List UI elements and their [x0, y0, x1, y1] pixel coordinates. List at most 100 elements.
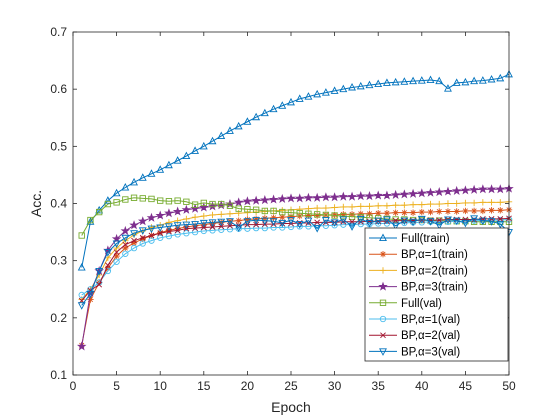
data-point: [164, 160, 173, 169]
data-point: [243, 117, 252, 125]
x-tick-label: 5: [113, 379, 120, 393]
data-point: [427, 200, 434, 208]
axes: 0 5 10 15 20 25 30 35 40 45 50 0.10.20.30.40.50.60…: [28, 25, 516, 415]
y-tick-label: 0.7: [50, 25, 67, 39]
data-point: [269, 218, 278, 226]
data-point: [270, 214, 277, 221]
data-point: [76, 341, 87, 351]
data-point: [444, 200, 452, 207]
data-point: [279, 220, 286, 227]
data-point: [242, 196, 253, 206]
data-point: [268, 194, 279, 204]
data-point: [122, 196, 129, 203]
data-point: [147, 169, 156, 177]
data-point: [226, 210, 234, 217]
data-point: [218, 219, 225, 226]
x-tick-label: 0: [70, 379, 77, 393]
data-point: [496, 73, 505, 82]
data-point: [166, 228, 172, 235]
data-point: [366, 203, 373, 210]
data-point: [129, 220, 139, 230]
data-point: [330, 86, 339, 94]
data-point: [391, 222, 400, 231]
data-point: [130, 230, 138, 238]
data-point: [260, 217, 269, 226]
data-point: [181, 204, 192, 214]
x-tick-label: 35: [372, 379, 386, 393]
data-point: [374, 217, 383, 226]
data-point: [313, 225, 322, 233]
data-point: [287, 217, 295, 225]
data-point: [418, 201, 425, 208]
data-point: [122, 244, 129, 252]
data-point: [172, 206, 183, 216]
data-point: [321, 217, 330, 225]
data-point: [251, 195, 261, 205]
legend-marker: [380, 332, 386, 339]
data-point: [339, 216, 348, 224]
data-point: [365, 80, 374, 89]
data-point: [392, 209, 399, 216]
data-point: [234, 224, 243, 232]
data-point: [252, 224, 260, 232]
data-point: [390, 189, 401, 199]
data-point: [409, 209, 417, 216]
legend-entry: BP,α=2(val): [401, 330, 460, 342]
data-point: [86, 290, 95, 299]
data-point: [365, 219, 374, 228]
data-point: [278, 219, 287, 228]
data-point: [95, 208, 103, 216]
data-point: [287, 97, 295, 106]
data-point: [139, 195, 146, 202]
data-point: [443, 186, 453, 196]
data-point: [470, 76, 479, 85]
data-point: [313, 212, 321, 219]
series-layer: [76, 69, 514, 351]
data-point: [348, 82, 356, 91]
data-point: [218, 200, 225, 208]
data-point: [331, 204, 338, 211]
y-axis-label: Acc.: [28, 190, 44, 217]
data-point: [279, 208, 286, 216]
data-point: [96, 281, 103, 288]
data-point: [156, 165, 165, 173]
data-point: [199, 202, 209, 212]
data-point: [165, 219, 173, 226]
data-point: [260, 195, 270, 205]
y-tick-label: 0.4: [50, 197, 67, 211]
data-point: [209, 211, 216, 219]
legend-box: [364, 227, 509, 362]
data-point: [348, 223, 356, 231]
data-point: [218, 223, 225, 230]
data-point: [409, 76, 418, 85]
data-point: [400, 77, 409, 85]
data-point: [436, 208, 443, 215]
data-point: [191, 214, 199, 221]
data-point: [182, 221, 191, 230]
data-point: [392, 216, 399, 223]
series-3: [78, 198, 513, 303]
data-point: [164, 223, 173, 231]
x-axis-ticks: 0 5 10 15 20 25 30 35 40 45 50: [70, 32, 516, 393]
data-point: [296, 210, 303, 217]
x-tick-label: 40: [415, 379, 429, 393]
data-point: [77, 263, 86, 271]
data-point: [139, 240, 146, 247]
data-point: [191, 228, 199, 236]
data-point: [373, 190, 383, 200]
data-point: [200, 212, 207, 220]
data-point: [146, 212, 157, 222]
data-point: [131, 237, 137, 244]
data-point: [478, 184, 488, 194]
data-point: [470, 199, 478, 207]
data-point: [469, 184, 479, 194]
x-tick-label: 10: [154, 379, 168, 393]
data-point: [470, 215, 479, 223]
data-point: [191, 146, 200, 154]
legend-entry: Full(train): [401, 233, 450, 245]
data-point: [130, 239, 138, 247]
data-point: [111, 233, 122, 243]
data-point: [173, 156, 182, 164]
data-point: [208, 219, 217, 227]
data-point: [226, 202, 234, 209]
